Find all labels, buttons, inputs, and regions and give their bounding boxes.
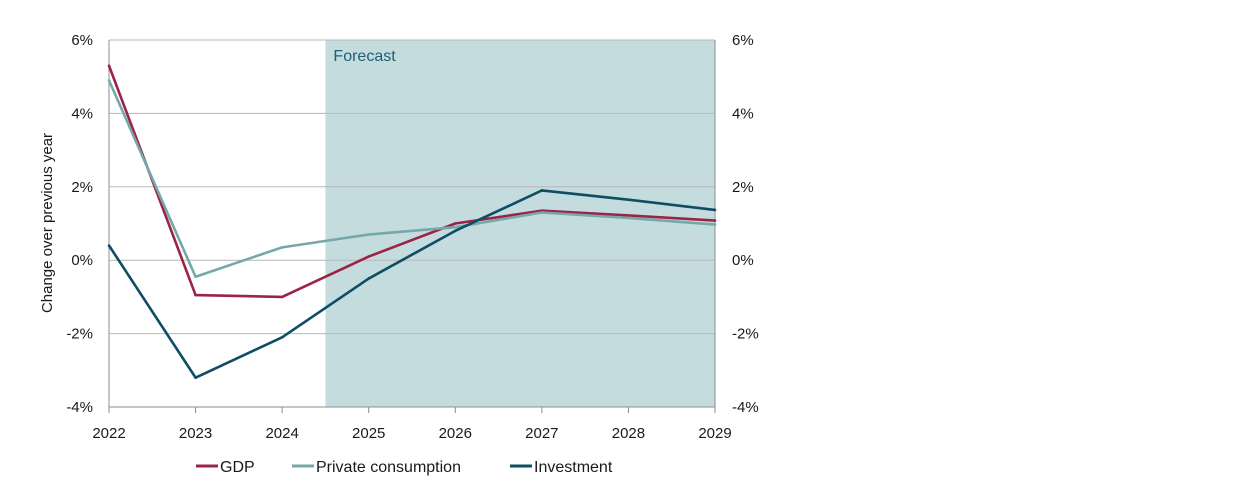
data-point-gdp-2028	[627, 214, 630, 217]
y-tick-label-right: -2%	[732, 326, 759, 343]
series-line-private-consumption	[107, 79, 716, 279]
x-tick-label: 2022	[92, 425, 125, 442]
legend-label-gdp: GDP	[220, 459, 255, 476]
x-tick-label: 2027	[525, 425, 558, 442]
x-tick-label: 2024	[265, 425, 298, 442]
y-tick-label-left: 6%	[71, 32, 93, 49]
y-tick-label-left: -4%	[66, 399, 93, 416]
data-point-private-consumption-2026	[453, 225, 457, 229]
data-point-investment-2028	[627, 198, 630, 201]
y-tick-label-right: 4%	[732, 105, 754, 122]
y-tick-label-right: -4%	[732, 399, 759, 416]
x-tick-label: 2025	[352, 425, 385, 442]
tick-labels: -4% -4% -2% -2% 0% 0% 2% 2% 4% 4% 6% 6% 2022 2023 2024…	[66, 32, 758, 442]
data-point-private-consumption-2024	[280, 246, 284, 249]
series-line-gdp	[107, 65, 716, 299]
forecast-label: Forecast	[333, 48, 396, 65]
data-point-investment-2024	[280, 335, 284, 339]
data-point-private-consumption-2022	[107, 79, 111, 82]
x-tick-label: 2029	[698, 425, 731, 442]
series-line-investment	[107, 189, 716, 379]
x-tick-label: 2023	[179, 425, 212, 442]
data-point-gdp-2025	[367, 255, 371, 258]
data-point-private-consumption-2028	[627, 216, 630, 220]
data-point-investment-2029	[713, 208, 717, 212]
data-point-private-consumption-2023	[194, 275, 197, 279]
y-tick-label-left: 2%	[71, 179, 93, 196]
y-tick-label-left: -2%	[66, 326, 93, 343]
legend-label-investment: Investment	[534, 459, 613, 476]
data-point-investment-2022	[107, 244, 111, 247]
y-tick-label-right: 6%	[732, 32, 754, 49]
data-point-private-consumption-2027	[540, 211, 544, 214]
y-tick-label-right: 2%	[732, 179, 754, 196]
y-axis-title: Change over previous year	[39, 133, 56, 313]
forecast-shading	[325, 40, 715, 407]
series-lines	[107, 64, 717, 379]
y-tick-label-left: 0%	[71, 252, 93, 269]
legend: GDP Private consumption Investment	[196, 459, 613, 476]
data-point-private-consumption-2025	[367, 233, 371, 236]
x-tick-label: 2026	[439, 425, 472, 442]
legend-label-private-consumption: Private consumption	[316, 459, 461, 476]
data-point-gdp-2026	[453, 222, 457, 225]
data-point-private-consumption-2029	[713, 223, 717, 226]
data-point-gdp-2022	[107, 64, 111, 67]
data-point-gdp-2023	[194, 293, 197, 297]
data-point-investment-2026	[453, 229, 457, 233]
axes	[108, 40, 716, 413]
data-point-gdp-2024	[280, 295, 284, 299]
data-point-investment-2027	[540, 189, 544, 192]
x-tick-label: 2028	[612, 425, 645, 442]
y-tick-label-left: 4%	[71, 105, 93, 122]
y-tick-label-right: 0%	[732, 252, 754, 269]
data-point-gdp-2029	[713, 219, 717, 222]
data-point-investment-2025	[367, 277, 371, 280]
data-point-investment-2023	[194, 376, 197, 379]
forecast-region: Forecast	[325, 40, 715, 407]
